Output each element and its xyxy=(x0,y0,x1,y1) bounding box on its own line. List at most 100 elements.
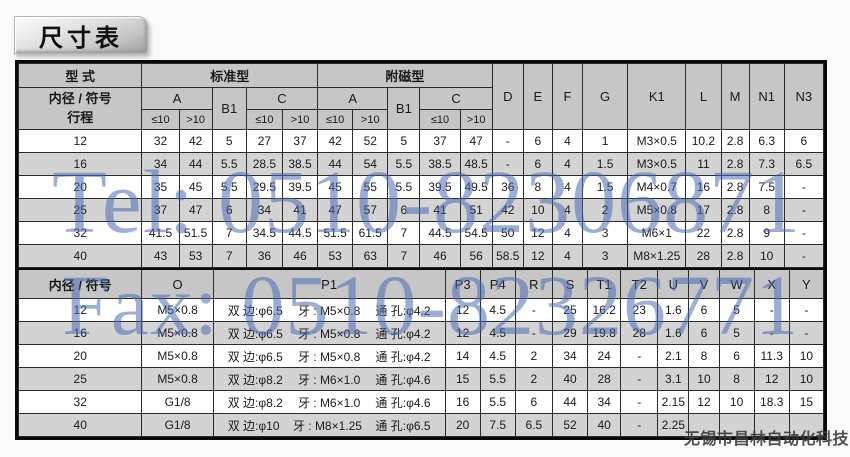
table-cell: 51 xyxy=(459,198,493,222)
table-cell: 25 xyxy=(551,298,589,322)
table-cell: 2.8 xyxy=(720,244,750,268)
bore-value: 20 xyxy=(17,344,143,368)
col-header-B1-std: B1 xyxy=(211,87,247,130)
table-cell: 4 xyxy=(551,198,584,222)
port-dimension-row: 12 M5×0.8 双 边:φ6.5 牙 : M5×0.8 通 孔:φ4.2 12 4.5-… xyxy=(17,298,825,322)
table-cell xyxy=(718,413,755,437)
table-cell: 47 xyxy=(317,198,354,222)
table-cell: - xyxy=(491,152,524,176)
table-cell: 7 xyxy=(211,221,247,245)
table-cell: 5.5 xyxy=(387,152,421,176)
table-cell: 53 xyxy=(317,244,354,268)
table-cell: 34 xyxy=(551,344,589,368)
table-cell: 10 xyxy=(718,390,755,414)
table-cell: 41.5 xyxy=(141,221,180,245)
table-cell: - xyxy=(783,221,825,245)
col-header-B1-mag: B1 xyxy=(387,87,421,130)
table-cell: 34 xyxy=(587,390,622,414)
table-cell: 17 xyxy=(685,198,722,222)
table-cell: 7.3 xyxy=(748,152,785,176)
table-cell: 5 xyxy=(211,129,247,153)
table-cell: 11.3 xyxy=(753,344,790,368)
stroke-le10-header: ≤10 xyxy=(141,109,180,130)
table-cell: 6 xyxy=(718,344,755,368)
table-cell: 34 xyxy=(245,198,283,222)
p1-detail-cell: 双 边:φ10 牙 : M8×1.25 通 孔:φ6.5 xyxy=(212,413,446,437)
table-cell: 2 xyxy=(514,367,553,391)
table-cell: 7 xyxy=(211,244,247,268)
bore-value: 25 xyxy=(17,198,143,222)
table-cell: 11 xyxy=(685,152,722,176)
p1-part: 双 边:φ6.5 xyxy=(227,326,283,341)
col-header-R: R xyxy=(514,268,553,299)
col-header-N1: N1 xyxy=(748,63,785,130)
p1-part: 双 边:φ6.5 xyxy=(227,303,283,318)
col-header-L: L xyxy=(685,63,722,130)
table-cell: 2.1 xyxy=(657,344,690,368)
p1-part: 双 边:φ8.2 xyxy=(227,395,283,410)
table-cell: 39.5 xyxy=(281,175,319,199)
bore-value: 25 xyxy=(17,367,143,391)
table-cell: 51.5 xyxy=(317,221,354,245)
table-cell: 5.5 xyxy=(479,390,516,414)
table-cell: 20 xyxy=(444,413,481,437)
table-cell xyxy=(753,413,790,437)
table-cell: 48.5 xyxy=(459,152,493,176)
table-cell: 5 xyxy=(387,129,421,153)
p1-part: 通 孔:φ4.2 xyxy=(375,303,431,318)
type-header: 型 式 xyxy=(17,63,143,88)
col-header-P4: P4 xyxy=(479,268,516,299)
table-cell: 10 xyxy=(522,198,553,222)
port-thread-value: M5×0.8 xyxy=(141,298,214,322)
table-cell: M5×0.8 xyxy=(627,198,687,222)
table-cell: M3×0.5 xyxy=(627,129,687,153)
table-cell: 6.3 xyxy=(748,129,785,153)
p1-part: 牙 : M6×1.0 xyxy=(297,395,361,410)
table-cell: M6×1 xyxy=(627,221,687,245)
dimension-table-top-section: 型 式 标准型 附磁型 D E F G K1 L M N1 N3 内径 / 符号… xyxy=(17,63,825,268)
stroke-header-label: 行程 xyxy=(67,109,94,125)
stroke-le10-header: ≤10 xyxy=(245,109,283,130)
table-cell: 19.8 xyxy=(587,321,622,345)
table-cell: - xyxy=(620,413,659,437)
col-header-A-mag: A xyxy=(317,87,389,110)
col-header-W: W xyxy=(718,268,755,299)
p1-part: 牙 : M8×1.25 xyxy=(292,418,362,433)
table-cell: 18.3 xyxy=(753,390,790,414)
table-cell: 2.8 xyxy=(720,175,750,199)
dimension-row: 20 35 45 5.5 29.5 39.5 45 55 5.5 39.5 49.5 36 8 4 1.5 M… xyxy=(17,175,825,199)
bore-symbol-header: 内径 / 符号 xyxy=(17,268,143,299)
table-cell: 29.5 xyxy=(245,175,283,199)
table-cell: 39.5 xyxy=(419,175,461,199)
table-cell: 2.8 xyxy=(720,129,750,153)
table-cell: 6.5 xyxy=(514,413,553,437)
table-cell: M8×1.25 xyxy=(627,244,687,268)
table-cell: 1 xyxy=(582,129,629,153)
bore-value: 12 xyxy=(17,298,143,322)
col-header-V: V xyxy=(688,268,720,299)
table-cell: 3 xyxy=(582,244,629,268)
table-cell: 12 xyxy=(522,244,553,268)
bore-stroke-header: 内径 / 符号 行程 xyxy=(17,87,143,130)
table-cell: 1.5 xyxy=(582,152,629,176)
table-cell: 14 xyxy=(444,344,481,368)
dimension-row: 40 43 53 7 36 46 53 63 7 46 56 58.5 12 4 3 M8×1.25 28 2.8… xyxy=(17,244,825,268)
col-header-O: O xyxy=(141,268,214,299)
table-cell: 36 xyxy=(491,175,524,199)
table-cell: 52 xyxy=(551,413,589,437)
table-cell: 5.5 xyxy=(211,175,247,199)
table-cell: 4.5 xyxy=(479,321,516,345)
table-cell: 5 xyxy=(718,321,755,345)
table-cell: 8 xyxy=(748,198,785,222)
p1-part: 通 孔:φ4.6 xyxy=(375,372,431,387)
table-cell: 4 xyxy=(551,152,584,176)
table-cell: 6 xyxy=(688,298,720,322)
col-header-T1: T1 xyxy=(587,268,622,299)
dimension-table-bottom-section: 内径 / 符号 O P1 P3 P4 R S T1 T2 U V W X Y 1… xyxy=(17,268,825,437)
table-cell: 4.5 xyxy=(479,298,516,322)
table-cell: 2.8 xyxy=(720,152,750,176)
table-cell: 10 xyxy=(748,244,785,268)
table-cell: 10 xyxy=(788,344,825,368)
p1-part: 通 孔:φ4.2 xyxy=(375,349,431,364)
table-cell: 16 xyxy=(444,390,481,414)
